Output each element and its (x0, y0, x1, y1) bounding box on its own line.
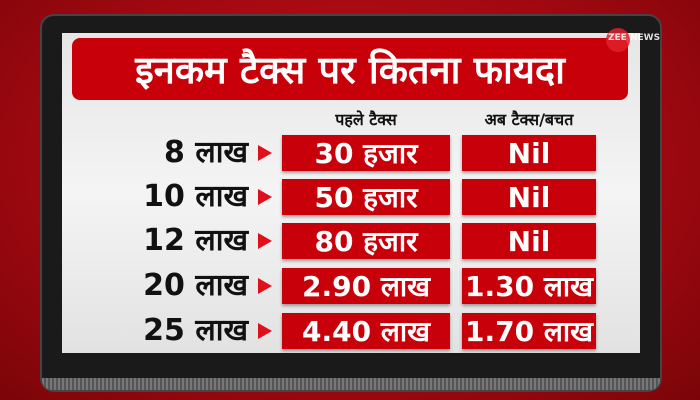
arrow-right-icon (258, 145, 272, 161)
tax-before-cell: 80 हजार (282, 223, 450, 259)
income-label: 10 लाख (143, 179, 248, 214)
table-row: 8 लाख 30 हजार Nil (0, 135, 700, 171)
zee-news-logo (606, 28, 630, 52)
tax-after-cell: 1.70 लाख (462, 313, 596, 349)
tax-after-cell: Nil (462, 135, 596, 171)
table-row: 20 लाख 2.90 लाख 1.30 लाख (0, 268, 700, 304)
page-title: इनकम टैक्स पर कितना फायदा (72, 38, 628, 100)
income-label: 20 लाख (143, 268, 248, 303)
arrow-right-icon (258, 278, 272, 294)
tax-after-cell: Nil (462, 179, 596, 215)
column-header-after: अब टैक्स/बचत (484, 110, 574, 129)
arrow-right-icon (258, 233, 272, 249)
tax-after-cell: Nil (462, 223, 596, 259)
table-row: 10 लाख 50 हजार Nil (0, 179, 700, 215)
income-label: 25 लाख (143, 313, 248, 348)
tax-before-cell: 2.90 लाख (282, 268, 450, 304)
arrow-right-icon (258, 189, 272, 205)
column-header-before: पहले टैक्स (335, 110, 397, 129)
tax-before-cell: 50 हजार (282, 179, 450, 215)
logo-text: ZEE NEWS (608, 33, 661, 43)
arrow-right-icon (258, 323, 272, 339)
tablet-bezel-bottom (42, 378, 660, 390)
table-row: 12 लाख 80 हजार Nil (0, 223, 700, 259)
income-label: 12 लाख (143, 223, 248, 258)
tax-before-cell: 4.40 लाख (282, 313, 450, 349)
tax-before-cell: 30 हजार (282, 135, 450, 171)
tax-after-cell: 1.30 लाख (462, 268, 596, 304)
table-row: 25 लाख 4.40 लाख 1.70 लाख (0, 313, 700, 349)
income-label: 8 लाख (164, 135, 248, 170)
